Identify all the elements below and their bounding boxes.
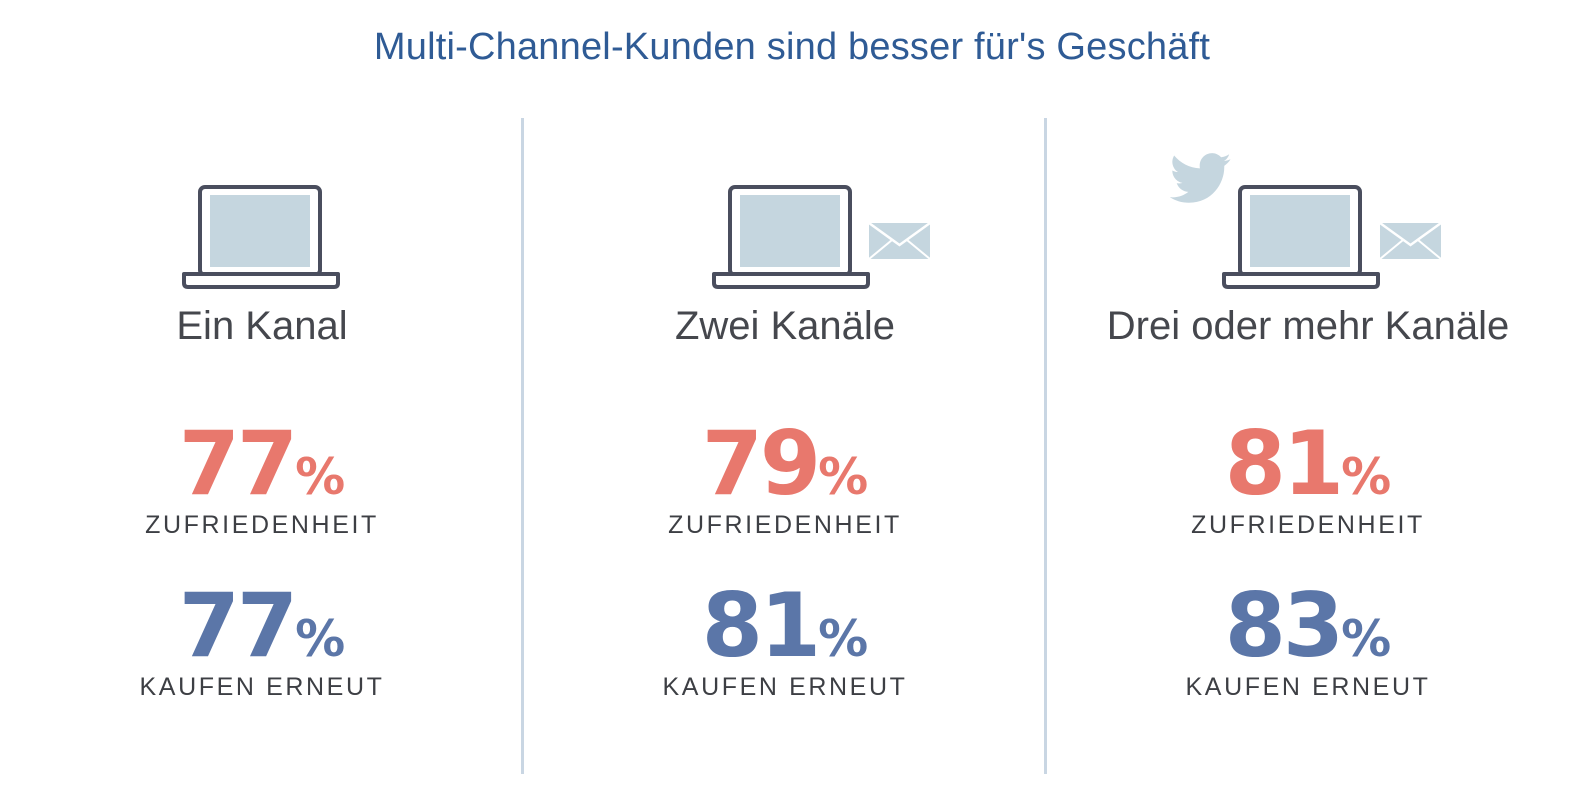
repurchase-label: KAUFEN ERNEUT	[1185, 673, 1431, 701]
repurchase-label: KAUFEN ERNEUT	[662, 673, 908, 701]
channel-column-1: Ein Kanal 77% ZUFRIEDENHEIT 77% KAUFEN E…	[22, 150, 502, 702]
repurchase-value: 77%	[178, 574, 346, 677]
laptop-icon	[712, 185, 870, 289]
column-divider	[521, 118, 524, 774]
column-divider	[1044, 118, 1047, 774]
repurchase-stat: 83% KAUFEN ERNEUT	[1068, 580, 1548, 702]
twitter-bird-icon	[1170, 153, 1231, 203]
satisfaction-value: 79%	[701, 412, 869, 515]
laptop-icon	[182, 185, 340, 289]
channel-column-3: Drei oder mehr Kanäle 81% ZUFRIEDENHEIT …	[1068, 150, 1548, 702]
repurchase-label: KAUFEN ERNEUT	[139, 673, 385, 701]
icon-row	[22, 150, 502, 295]
column-label: Ein Kanal	[176, 304, 348, 348]
laptop-icon	[1222, 185, 1380, 289]
column-label: Zwei Kanäle	[674, 304, 896, 348]
icon-row	[545, 150, 1025, 295]
envelope-icon	[868, 221, 931, 260]
page-title: Multi-Channel-Kunden sind besser für's G…	[373, 26, 1211, 68]
satisfaction-stat: 79% ZUFRIEDENHEIT	[545, 418, 1025, 540]
envelope-icon	[1379, 221, 1442, 260]
repurchase-value: 81%	[701, 574, 869, 677]
icon-row	[1068, 150, 1548, 295]
satisfaction-value: 81%	[1224, 412, 1392, 515]
satisfaction-value: 77%	[178, 412, 346, 515]
satisfaction-stat: 81% ZUFRIEDENHEIT	[1068, 418, 1548, 540]
satisfaction-label: ZUFRIEDENHEIT	[145, 511, 379, 539]
satisfaction-label: ZUFRIEDENHEIT	[668, 511, 902, 539]
repurchase-stat: 77% KAUFEN ERNEUT	[22, 580, 502, 702]
column-label: Drei oder mehr Kanäle	[1106, 304, 1510, 348]
channel-column-2: Zwei Kanäle 79% ZUFRIEDENHEIT 81% KAUFEN…	[545, 150, 1025, 702]
satisfaction-stat: 77% ZUFRIEDENHEIT	[22, 418, 502, 540]
repurchase-stat: 81% KAUFEN ERNEUT	[545, 580, 1025, 702]
satisfaction-label: ZUFRIEDENHEIT	[1191, 511, 1425, 539]
repurchase-value: 83%	[1224, 574, 1392, 677]
